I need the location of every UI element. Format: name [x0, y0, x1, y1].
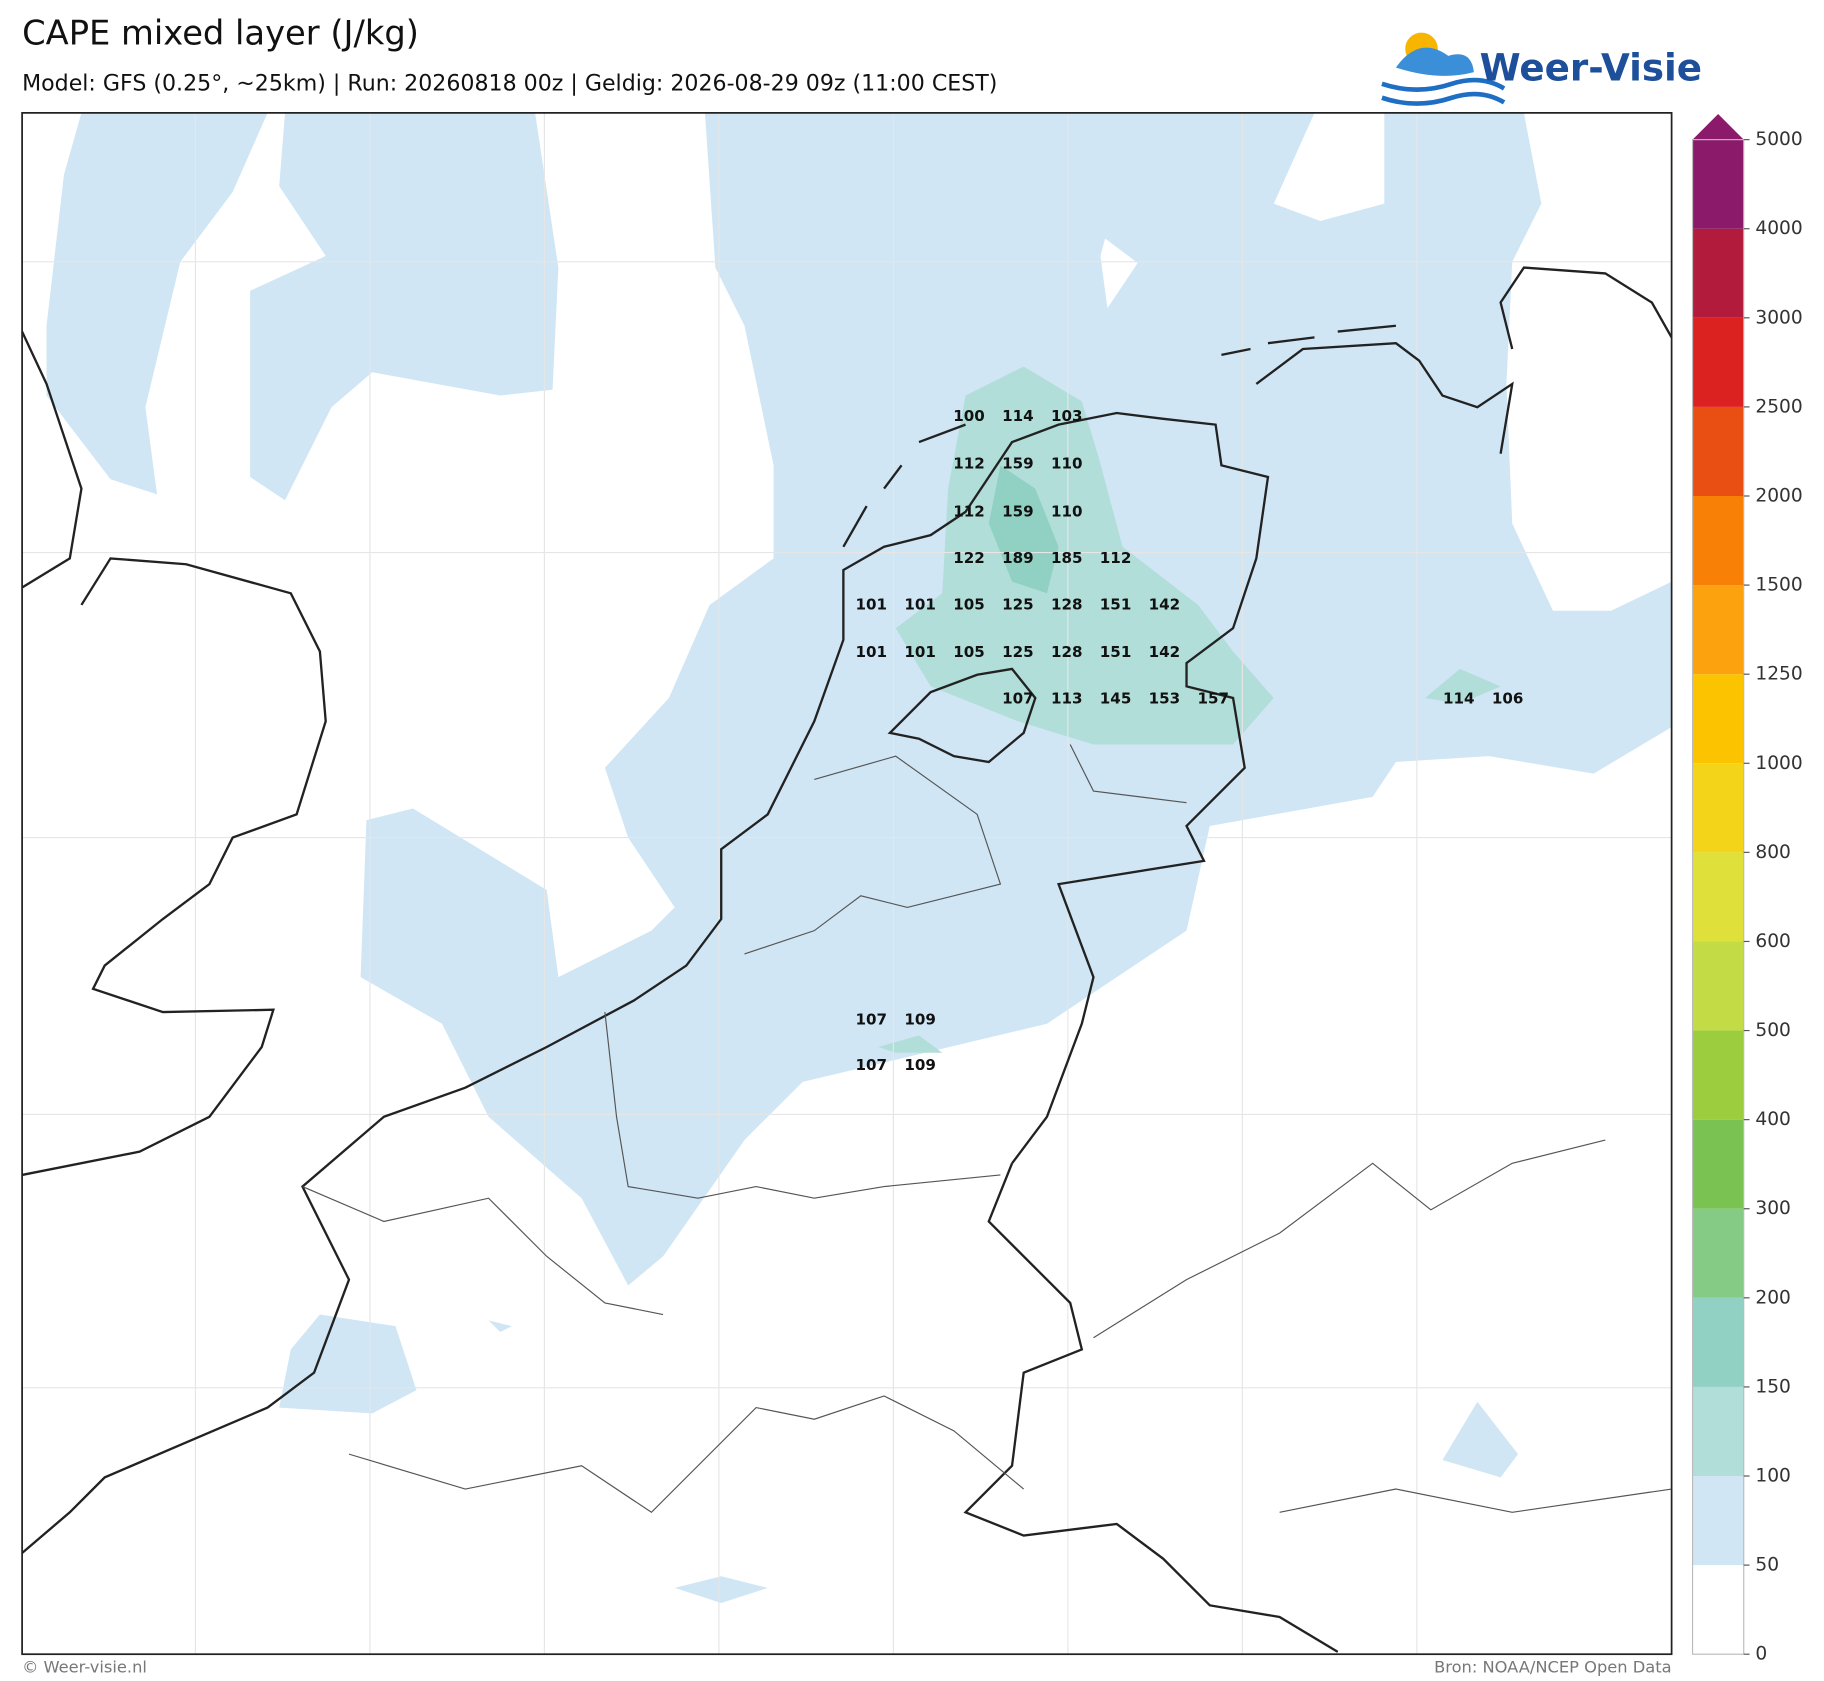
colorbar-tick-label: 300: [1755, 1198, 1791, 1219]
cape-value-label: 122: [953, 549, 985, 567]
graticule: [22, 112, 1672, 1655]
colorbar-tick-label: 1250: [1755, 664, 1802, 685]
colorbar-tick-label: 600: [1755, 931, 1791, 952]
colorbar-tick-label: 400: [1755, 1109, 1791, 1130]
colorbar-band: [1692, 585, 1744, 675]
cape-value-label: 101: [856, 643, 888, 661]
map: 100 114 103 112 159 110 112 159 110 122 189 185 112 1…: [21, 112, 1673, 1656]
colorbar-tick-label: 2000: [1755, 486, 1802, 507]
cape-value-label: 125: [1002, 595, 1034, 613]
colorbar-band: [1692, 1297, 1744, 1387]
colorbar-band: [1692, 228, 1744, 318]
colorbar-tick-label: 5000: [1755, 129, 1802, 150]
cape-value-label: 128: [1051, 643, 1083, 661]
colorbar-band: [1692, 1565, 1744, 1655]
title: CAPE mixed layer (J/kg): [22, 13, 419, 52]
cape-value-label: 189: [1002, 549, 1034, 567]
cape-value-label: 112: [1100, 549, 1132, 567]
gap: [1100, 238, 1138, 309]
colorbar-extend: [1692, 114, 1744, 140]
colorbar-tick-label: 800: [1755, 842, 1791, 863]
cape-value-label: 107: [1002, 690, 1034, 708]
cape-value-label: 101: [904, 595, 936, 613]
cape-value-label: 109: [904, 1011, 936, 1029]
colorbar-tick-label: 1500: [1755, 575, 1802, 596]
cape-value-label: 145: [1100, 690, 1132, 708]
cape-value-label: 112: [953, 455, 985, 473]
colorbar-band: [1692, 941, 1744, 1031]
cape-value-label: 114: [1002, 407, 1034, 425]
cape-value-label: 113: [1051, 690, 1083, 708]
colorbar-band: [1692, 852, 1744, 942]
colorbar-band: [1692, 1208, 1744, 1298]
colorbar-tick-label: 2500: [1755, 396, 1802, 417]
colorbar-tick-label: 50: [1755, 1555, 1779, 1576]
cape-area: [46, 112, 559, 501]
cape-value-label: 151: [1100, 643, 1132, 661]
cape-value-label: 110: [1051, 455, 1083, 473]
cape-value-label: 100: [953, 407, 985, 425]
colorbar-band: [1692, 674, 1744, 764]
colorbar-tick-label: 500: [1755, 1020, 1791, 1041]
colorbar-band: [1692, 496, 1744, 586]
map-frame: [21, 112, 1673, 1656]
colorbar-band: [1692, 139, 1744, 229]
cape-area: [988, 465, 1059, 594]
colorbar-band: [1692, 1386, 1744, 1477]
cape-value-label: 142: [1149, 595, 1181, 613]
cape-value-label: 105: [953, 595, 985, 613]
colorbar-band: [1692, 1030, 1744, 1120]
colorbar-band: [1692, 763, 1744, 853]
cape-value-label: 110: [1051, 502, 1083, 520]
cape-value-label: 106: [1492, 690, 1524, 708]
footer-left: © Weer-visie.nl: [22, 1658, 147, 1677]
cape-value-label: 159: [1002, 455, 1034, 473]
borders: [302, 744, 1672, 1514]
colorbar-band: [1692, 1119, 1744, 1209]
cape-value-label: 128: [1051, 595, 1083, 613]
colorbar-tick-label: 1000: [1755, 753, 1802, 774]
colorbar-band: [1692, 1476, 1744, 1566]
colorbar-tick-label: 200: [1755, 1287, 1791, 1308]
colorbar-frame: [1691, 139, 1745, 1655]
colorbar-tick-label: 100: [1755, 1466, 1791, 1487]
cape-value-label: 112: [953, 502, 985, 520]
colorbar-tick-label: 3000: [1755, 307, 1802, 328]
colorbar-band: [1692, 406, 1744, 497]
footer-right: Bron: NOAA/NCEP Open Data: [1434, 1658, 1672, 1677]
colorbar-tick-label: 150: [1755, 1376, 1791, 1397]
subtitle: Model: GFS (0.25°, ~25km) | Run: 2026081…: [22, 70, 997, 96]
colorbar-band: [1692, 317, 1744, 407]
cape-value-label: 107: [856, 1011, 888, 1029]
cape-value-label: 125: [1002, 643, 1034, 661]
cape-value-label: 159: [1002, 502, 1034, 520]
cape-value-label: 142: [1149, 643, 1181, 661]
cape-value-label: 157: [1198, 690, 1230, 708]
cape-value-label: 105: [953, 643, 985, 661]
cape-value-label: 185: [1051, 549, 1083, 567]
colorbar-tick-label: 4000: [1755, 218, 1802, 239]
cape-value-label: 109: [904, 1056, 936, 1074]
colorbar-tick-label: 0: [1755, 1644, 1767, 1665]
cape-value-label: 107: [856, 1056, 888, 1074]
logo: Weer-Visie: [1381, 32, 1702, 106]
cape-value-label: 101: [904, 643, 936, 661]
logo-text: Weer-Visie: [1480, 45, 1702, 89]
cape-value-label: 101: [856, 595, 888, 613]
cape-value-label: 114: [1443, 690, 1475, 708]
cape-value-label: 151: [1100, 595, 1132, 613]
cape-value-label: 103: [1051, 407, 1083, 425]
cape-value-label: 153: [1149, 690, 1181, 708]
